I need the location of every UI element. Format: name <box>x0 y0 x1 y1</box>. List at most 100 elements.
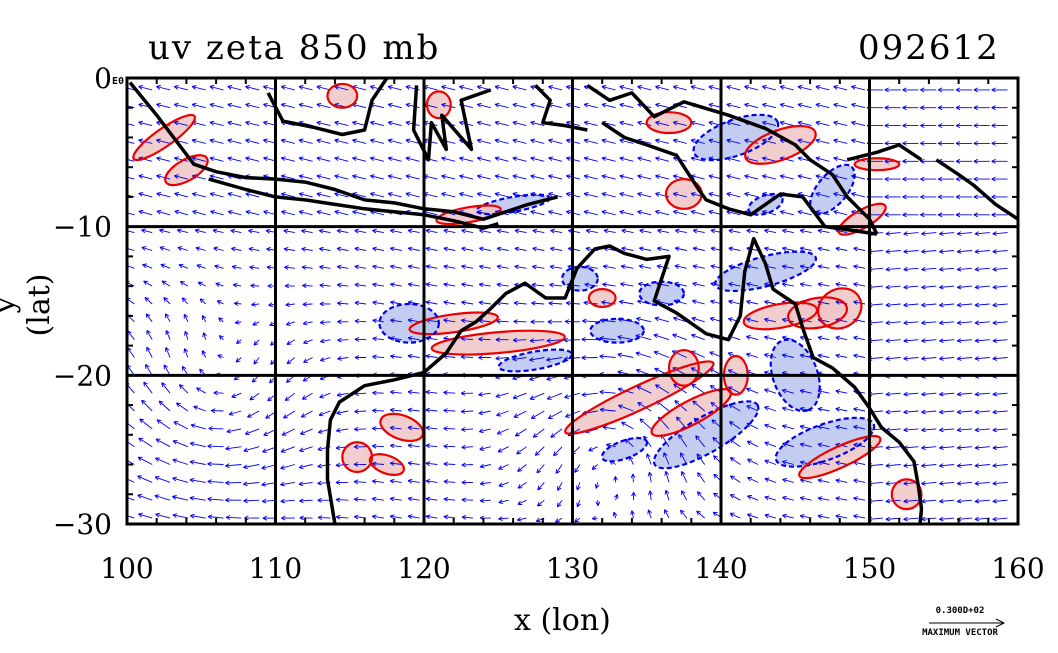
wind-vector <box>514 428 527 437</box>
wind-vector <box>974 338 990 344</box>
positive-vorticity-fill <box>646 112 692 134</box>
wind-vector <box>337 319 349 325</box>
wind-vector <box>283 246 295 252</box>
wind-vector <box>639 228 652 234</box>
wind-vector <box>781 264 794 270</box>
wind-vector <box>514 228 527 234</box>
positive-vorticity-fill <box>651 389 732 436</box>
wind-vector <box>407 496 420 502</box>
wind-vector <box>574 517 581 523</box>
wind-vector <box>599 335 616 341</box>
wind-vector <box>884 176 901 182</box>
wind-vector <box>992 302 1008 308</box>
wind-vector <box>173 102 189 109</box>
wind-vector <box>581 336 598 342</box>
wind-vector <box>476 174 491 180</box>
wind-vector <box>992 266 1008 272</box>
wind-vector <box>631 491 636 501</box>
wind-vector <box>217 354 224 359</box>
wind-vector <box>370 192 385 198</box>
wind-vector <box>637 402 652 412</box>
wind-vector <box>353 514 367 520</box>
wind-vector <box>353 479 367 485</box>
wind-vector <box>209 192 224 198</box>
run-date-label: 092612 <box>858 28 1000 68</box>
wind-vector <box>335 514 349 520</box>
x-axis-label: x (lon) <box>514 603 611 638</box>
wind-vector <box>389 514 402 520</box>
wind-vector <box>425 514 438 520</box>
wind-vector <box>779 174 794 180</box>
wind-vector <box>550 428 563 438</box>
wind-vector <box>334 156 349 162</box>
wind-vector <box>764 405 777 412</box>
wind-vector <box>680 509 688 519</box>
wind-vector <box>245 192 260 198</box>
wind-vector <box>991 123 1008 129</box>
wind-vector <box>303 339 313 345</box>
wind-vector <box>156 174 171 180</box>
wind-vector <box>316 174 331 180</box>
coastline-australia <box>325 236 924 524</box>
wind-vector <box>902 140 919 146</box>
wind-vector <box>137 475 153 483</box>
wind-vector <box>672 120 687 127</box>
wind-vector <box>301 246 313 252</box>
wind-vector <box>903 427 919 433</box>
wind-vector <box>191 102 206 109</box>
wind-vector <box>973 123 990 129</box>
wind-vector <box>209 174 224 180</box>
wind-vector <box>547 410 563 419</box>
wind-vector <box>903 391 919 397</box>
wind-vector <box>494 120 509 127</box>
negative-vorticity-contour <box>769 338 821 413</box>
wind-vector <box>405 156 420 162</box>
wind-vector <box>172 495 189 501</box>
wind-vector <box>513 319 527 324</box>
wind-vector <box>461 264 474 270</box>
wind-vector <box>496 228 509 234</box>
wind-vector <box>407 353 420 359</box>
wind-vector <box>478 392 491 397</box>
wind-vector <box>174 156 189 162</box>
wind-vector <box>372 300 384 306</box>
wind-vector <box>334 120 349 127</box>
wind-vector <box>531 300 545 306</box>
wind-vector <box>835 514 848 519</box>
wind-vector <box>779 85 794 91</box>
wind-vector <box>762 174 777 180</box>
wind-vector <box>479 515 491 521</box>
wind-vector <box>902 194 919 200</box>
wind-vector <box>955 105 972 111</box>
wind-vector <box>726 174 741 180</box>
wind-vector <box>602 264 616 270</box>
wind-vector <box>214 264 224 270</box>
wind-vector <box>729 494 741 501</box>
wind-vector <box>335 497 349 503</box>
wind-vector <box>245 209 260 216</box>
wind-vector <box>799 228 812 234</box>
wind-vector <box>316 192 331 198</box>
wind-vector <box>318 410 331 417</box>
wind-vector <box>476 102 491 109</box>
wind-vector <box>920 140 937 146</box>
wind-vector <box>885 409 901 415</box>
wind-vector <box>178 384 189 394</box>
wind-vector <box>691 316 705 323</box>
negative-vorticity-fill <box>639 281 684 306</box>
wind-vector <box>884 105 901 111</box>
wind-vector <box>613 476 618 483</box>
wind-vector <box>655 209 670 216</box>
wind-vector <box>576 500 581 508</box>
wind-vector <box>885 445 901 451</box>
wind-vector <box>156 419 171 430</box>
wind-vector <box>619 174 634 180</box>
wind-vector <box>281 515 295 521</box>
wind-vector <box>939 391 955 397</box>
wind-vector <box>574 464 581 473</box>
wind-vector <box>921 320 937 326</box>
wind-vector <box>653 333 670 341</box>
wind-vector <box>638 264 652 269</box>
wind-vector <box>549 264 563 270</box>
wind-vector <box>781 406 794 412</box>
